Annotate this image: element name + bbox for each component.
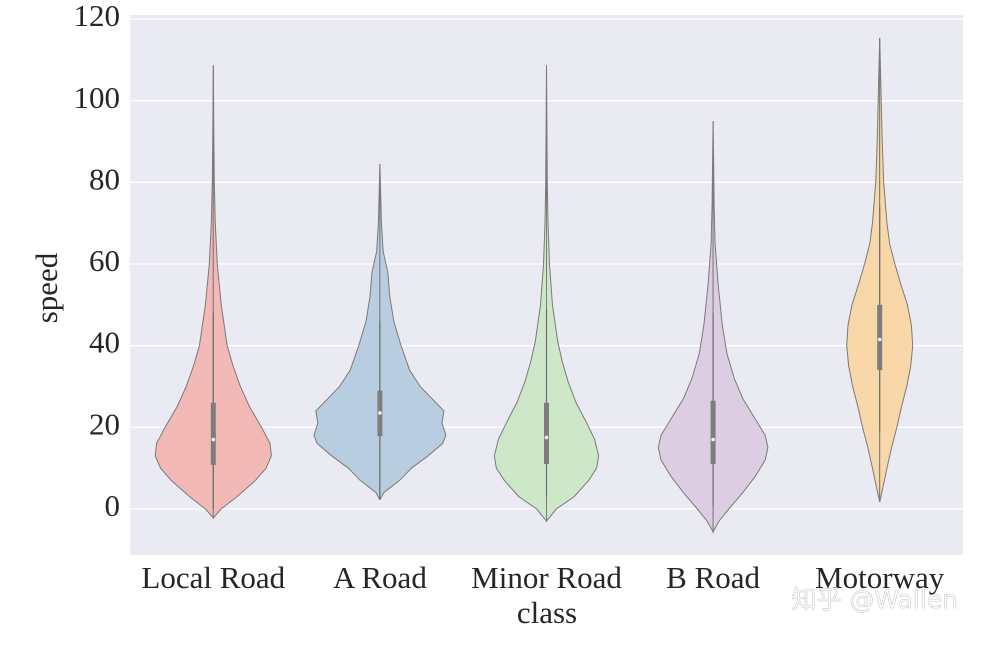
violin-half	[879, 37, 914, 503]
violin-half	[657, 121, 714, 534]
violin-half	[546, 65, 600, 523]
y-tick-label: 0	[105, 488, 121, 523]
y-tick-label: 20	[89, 406, 120, 441]
y-tick-label: 60	[89, 243, 120, 278]
x-tick-label: Minor Road	[471, 560, 622, 595]
watermark: 知乎 @Wallen	[791, 585, 958, 614]
violin-half	[846, 37, 881, 503]
violin-half	[313, 163, 381, 501]
x-tick-label: B Road	[666, 560, 760, 595]
median	[211, 437, 216, 442]
y-tick-label: 40	[89, 325, 120, 360]
box	[710, 400, 716, 464]
x-axis-label: class	[517, 595, 577, 630]
violin-half	[154, 65, 214, 520]
violin-half	[712, 121, 769, 534]
median	[877, 337, 882, 342]
median	[711, 437, 715, 442]
box	[877, 304, 883, 371]
violin-half	[379, 163, 447, 501]
violin-half	[493, 65, 547, 523]
x-tick-label: A Road	[333, 560, 427, 595]
y-tick-label: 120	[74, 0, 121, 33]
y-tick-label: 80	[89, 161, 120, 196]
x-tick-label: Motorway	[815, 560, 945, 595]
median	[378, 411, 382, 415]
x-tick-label: Local Road	[141, 560, 285, 595]
y-tick-label: 100	[74, 80, 121, 115]
box	[544, 402, 549, 464]
violin-half	[212, 65, 272, 520]
y-axis-label: speed	[29, 252, 64, 323]
median	[544, 435, 549, 440]
box	[210, 402, 216, 465]
